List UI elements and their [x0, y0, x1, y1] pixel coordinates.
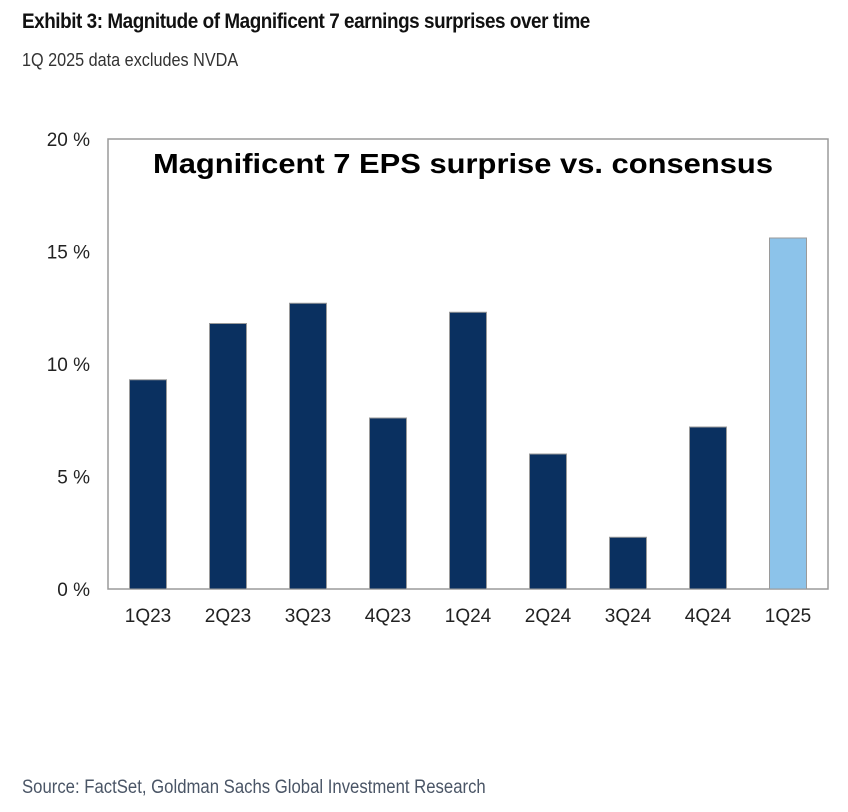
bar-1Q23 [129, 379, 167, 590]
x-axis-labels: 1Q23 2Q23 3Q23 4Q23 1Q24 2Q24 3Q24 4Q24 1Q25 [125, 606, 811, 627]
x-tick-label: 2Q24 [525, 606, 572, 627]
x-tick-label: 1Q23 [125, 606, 171, 627]
bar-2Q23 [209, 323, 247, 590]
bar-3Q24 [609, 536, 647, 590]
x-tick-label: 3Q24 [605, 606, 652, 627]
x-tick-label: 4Q24 [685, 606, 732, 627]
y-tick-label: 0 % [57, 580, 90, 601]
bar-3Q23 [289, 302, 327, 590]
bar-4Q23 [369, 417, 407, 590]
bar-1Q24 [449, 311, 487, 590]
source-note: Source: FactSet, Goldman Sachs Global In… [22, 777, 486, 798]
y-tick-label: 10 % [47, 355, 90, 376]
bar-4Q24 [689, 426, 727, 590]
exhibit-subtitle: 1Q 2025 data excludes NVDA [22, 50, 239, 70]
y-tick-label: 20 % [47, 130, 90, 151]
bar-chart: 0 % 5 % 10 % 15 % 20 % 1Q23 2Q23 3Q23 4Q23 1Q24 2… [47, 130, 829, 627]
y-axis-ticks: 0 % 5 % 10 % 15 % 20 % [47, 130, 90, 601]
exhibit-title: Exhibit 3: Magnitude of Magnificent 7 ea… [22, 10, 590, 33]
bars-group [129, 237, 807, 590]
x-tick-label: 2Q23 [205, 606, 251, 627]
x-tick-label: 3Q23 [285, 606, 331, 627]
bar-1Q25 [769, 237, 807, 590]
bar-2Q24 [529, 453, 567, 590]
chart-title: Magnificent 7 EPS surprise vs. consensus [153, 148, 773, 179]
x-tick-label: 1Q25 [765, 606, 811, 627]
x-tick-label: 4Q23 [365, 606, 411, 627]
x-tick-label: 1Q24 [445, 606, 492, 627]
y-tick-label: 15 % [47, 243, 90, 264]
y-tick-label: 5 % [57, 468, 90, 489]
